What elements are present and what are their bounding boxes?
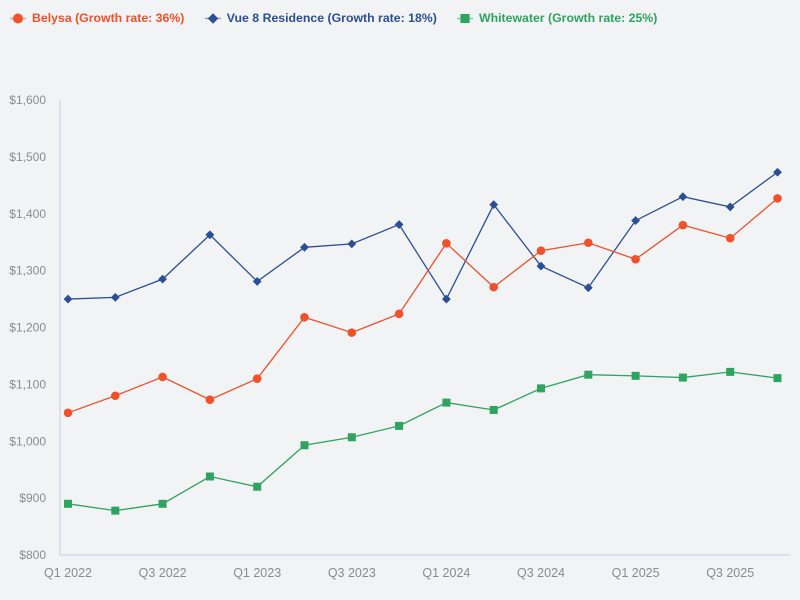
svg-text:$1,100: $1,100: [9, 377, 46, 391]
svg-text:$1,500: $1,500: [9, 150, 46, 164]
svg-text:Q3 2022: Q3 2022: [139, 566, 187, 580]
svg-text:$1,400: $1,400: [9, 207, 46, 221]
svg-text:Q1 2025: Q1 2025: [612, 566, 660, 580]
svg-text:$1,600: $1,600: [9, 93, 46, 107]
svg-text:Q3 2023: Q3 2023: [328, 566, 376, 580]
svg-text:Q3 2025: Q3 2025: [706, 566, 754, 580]
svg-text:Q1 2024: Q1 2024: [422, 566, 470, 580]
svg-text:Q3 2024: Q3 2024: [517, 566, 565, 580]
svg-text:$900: $900: [19, 491, 46, 505]
svg-text:Q1 2023: Q1 2023: [233, 566, 281, 580]
svg-text:$800: $800: [19, 548, 46, 562]
svg-text:$1,200: $1,200: [9, 321, 46, 335]
svg-text:$1,300: $1,300: [9, 264, 46, 278]
svg-text:$1,000: $1,000: [9, 434, 46, 448]
svg-text:Q1 2022: Q1 2022: [44, 566, 92, 580]
